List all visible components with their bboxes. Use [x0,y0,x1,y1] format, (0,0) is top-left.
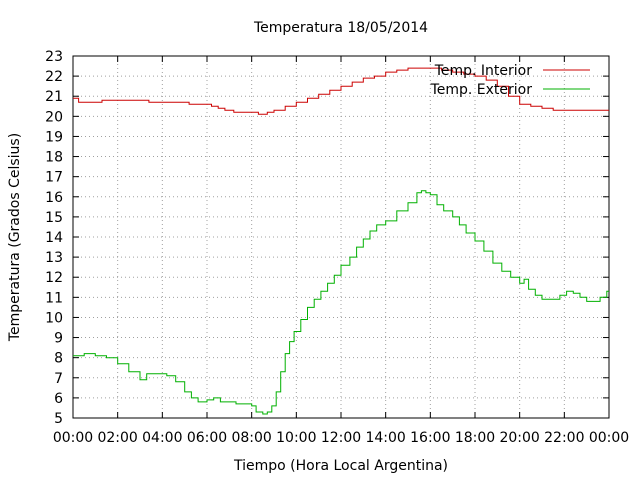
y-tick-label: 20 [45,109,63,125]
x-tick-label: 00:00 [589,430,629,446]
x-tick-label: 12:00 [321,430,361,446]
x-tick-label: 10:00 [276,430,316,446]
legend-label-interior: Temp. Interior [434,63,533,79]
series-layer [73,67,609,415]
y-tick-label: 10 [45,310,63,326]
y-tick-label: 11 [45,290,63,306]
y-tick-label: 21 [45,89,63,105]
y-tick-label: 8 [54,351,63,367]
legend-label-exterior: Temp. Exterior [430,82,533,98]
x-tick-label: 08:00 [231,430,271,446]
x-axis-label: Tiempo (Hora Local Argentina) [233,458,448,474]
y-tick-label: 19 [45,129,63,145]
series-line-interior [73,67,609,115]
legend: Temp. Interior Temp. Exterior [430,63,590,98]
y-tick-label: 9 [54,331,63,347]
y-axis-label: Temperatura (Grados Celsius) [7,133,23,342]
y-tick-label: 15 [45,210,63,226]
y-tick-label: 17 [45,170,63,186]
x-tick-label: 16:00 [410,430,450,446]
y-tick-label: 7 [54,371,63,387]
y-tick-label: 23 [45,49,63,65]
y-tick-label: 6 [54,391,63,407]
y-tick-label: 5 [54,411,63,427]
x-tick-label: 18:00 [455,430,495,446]
x-tick-label: 22:00 [544,430,584,446]
y-tick-label: 13 [45,250,63,266]
series-line-exterior [73,190,609,415]
grid [73,56,609,418]
y-tick-label: 18 [45,150,63,166]
x-tick-label: 06:00 [187,430,227,446]
x-tick-label: 04:00 [142,430,182,446]
chart-title: Temperatura 18/05/2014 [253,20,428,36]
y-tick-label: 12 [45,270,63,286]
x-tick-label: 20:00 [499,430,539,446]
x-tick-label: 14:00 [365,430,405,446]
y-tick-label: 14 [45,230,63,246]
y-tick-label: 22 [45,69,63,85]
y-tick-label: 16 [45,190,63,206]
x-tick-label: 02:00 [97,430,137,446]
x-tick-label: 00:00 [53,430,93,446]
